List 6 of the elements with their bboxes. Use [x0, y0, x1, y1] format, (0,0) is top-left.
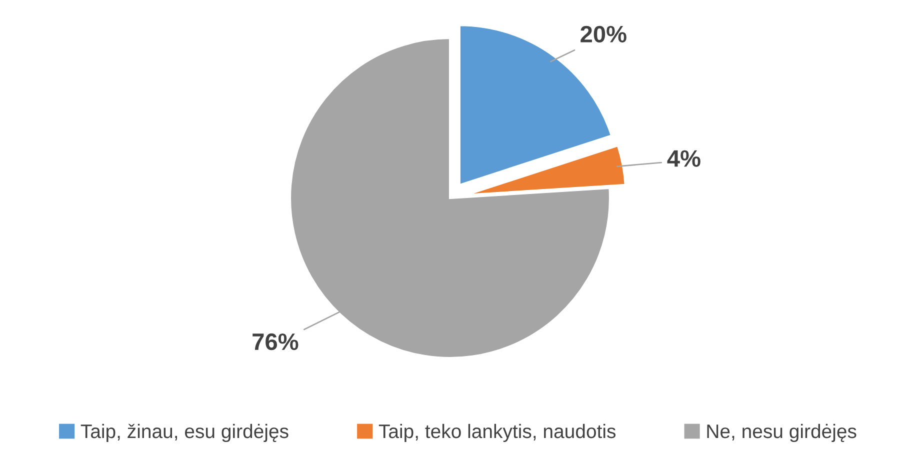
data-label: 4% [667, 150, 700, 167]
data-label: 20% [580, 26, 626, 43]
legend-label: Taip, teko lankytis, naudotis [378, 424, 616, 442]
legend-label: Taip, žinau, esu girdėjęs [80, 424, 288, 442]
legend-label: Ne, nesu girdėjęs [707, 424, 856, 442]
data-label: 76% [252, 333, 298, 350]
